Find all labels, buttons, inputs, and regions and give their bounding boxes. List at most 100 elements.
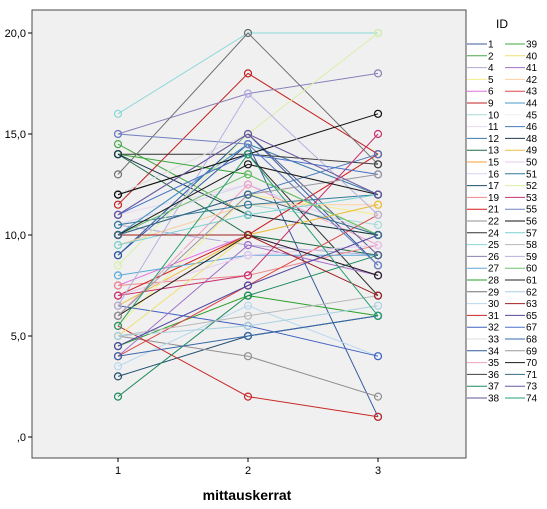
data-point [243, 170, 253, 179]
data-point [113, 271, 123, 280]
data-point [113, 362, 123, 371]
legend-label: 21 [488, 205, 500, 216]
data-point [373, 129, 383, 139]
data-point [373, 412, 383, 421]
legend-label: 61 [526, 276, 538, 287]
series-line [118, 234, 379, 297]
data-point [373, 109, 383, 118]
series-line [117, 244, 379, 357]
legend-label: 63 [526, 299, 538, 310]
data-point [373, 271, 383, 280]
legend-label: 56 [526, 217, 538, 228]
data-point [113, 210, 123, 219]
legend-label: 22 [488, 217, 500, 228]
legend-label: 40 [526, 51, 538, 62]
legend-label: 29 [488, 287, 500, 298]
series-line [117, 173, 379, 236]
legend-label: 53 [526, 193, 538, 204]
legend-label: 68 [526, 335, 538, 346]
data-point [113, 200, 123, 209]
series-line [117, 335, 379, 398]
legend-label: 16 [488, 169, 500, 180]
legend-label: 31 [488, 311, 500, 322]
legend-label: 62 [526, 287, 538, 298]
legend-label: 60 [526, 264, 538, 275]
series-line [117, 32, 379, 175]
data-point [243, 392, 253, 401]
data-point [243, 180, 253, 189]
data-point [113, 311, 123, 320]
data-point [113, 331, 123, 341]
data-point [113, 392, 123, 401]
legend-label: 73 [526, 382, 538, 393]
data-point [113, 251, 123, 260]
series-line [117, 153, 379, 327]
data-point [373, 311, 383, 320]
data-point [243, 241, 253, 250]
y-tick-label: 10,0 [5, 230, 26, 242]
data-point [373, 301, 383, 310]
data-point [243, 190, 253, 199]
legend-label: 12 [488, 134, 500, 145]
data-point [113, 230, 123, 240]
data-point [243, 200, 253, 209]
legend-label: 15 [488, 158, 500, 169]
legend-label: 42 [526, 75, 538, 86]
data-point [113, 140, 123, 149]
data-point [373, 28, 383, 38]
legend-label: 26 [488, 252, 500, 263]
data-point [373, 200, 383, 209]
legend-label: 25 [488, 240, 500, 251]
series-line [117, 194, 379, 226]
series-line [117, 244, 379, 297]
data-point [243, 89, 253, 98]
data-point [243, 160, 253, 169]
data-point [373, 230, 383, 240]
legend-label: 24 [488, 228, 500, 239]
data-point [243, 230, 253, 240]
y-tick-label: 20,0 [5, 28, 26, 40]
legend-label: 58 [526, 240, 538, 251]
legend-label: 5 [488, 75, 494, 86]
data-point [373, 392, 383, 401]
legend-label: 13 [488, 146, 500, 157]
data-point [243, 28, 253, 38]
series-line [117, 163, 379, 236]
legend-label: 57 [526, 228, 538, 239]
data-point [243, 352, 253, 361]
legend-label: 59 [526, 252, 538, 263]
legend-label: 36 [488, 370, 500, 381]
series-line [117, 295, 379, 337]
series-line [117, 315, 379, 357]
legend-label: 71 [526, 370, 538, 381]
legend-label: 43 [526, 87, 538, 98]
data-point [243, 291, 253, 300]
legend-label: 55 [526, 205, 538, 216]
data-point [373, 261, 383, 270]
data-point [243, 140, 253, 149]
legend-label: 34 [488, 346, 500, 357]
legend-label: 35 [488, 358, 500, 369]
data-point [113, 321, 123, 330]
data-point [113, 150, 123, 159]
legend-label: 46 [526, 122, 538, 133]
data-point [373, 352, 383, 361]
legend-label: 49 [526, 146, 538, 157]
legend-label: 4 [488, 63, 494, 74]
series-line [117, 133, 379, 216]
legend-label: 28 [488, 276, 500, 287]
series-line [117, 234, 379, 347]
data-point [113, 170, 123, 179]
legend-label: 51 [526, 169, 538, 180]
x-tick-label: 3 [375, 465, 381, 477]
data-point [373, 210, 383, 219]
data-point [243, 331, 253, 341]
series-line [117, 133, 379, 266]
legend-label: 67 [526, 323, 538, 334]
y-tick-label: ,0 [17, 432, 26, 444]
data-point [113, 109, 123, 118]
data-point [373, 150, 383, 159]
legend-label: 74 [526, 394, 538, 405]
